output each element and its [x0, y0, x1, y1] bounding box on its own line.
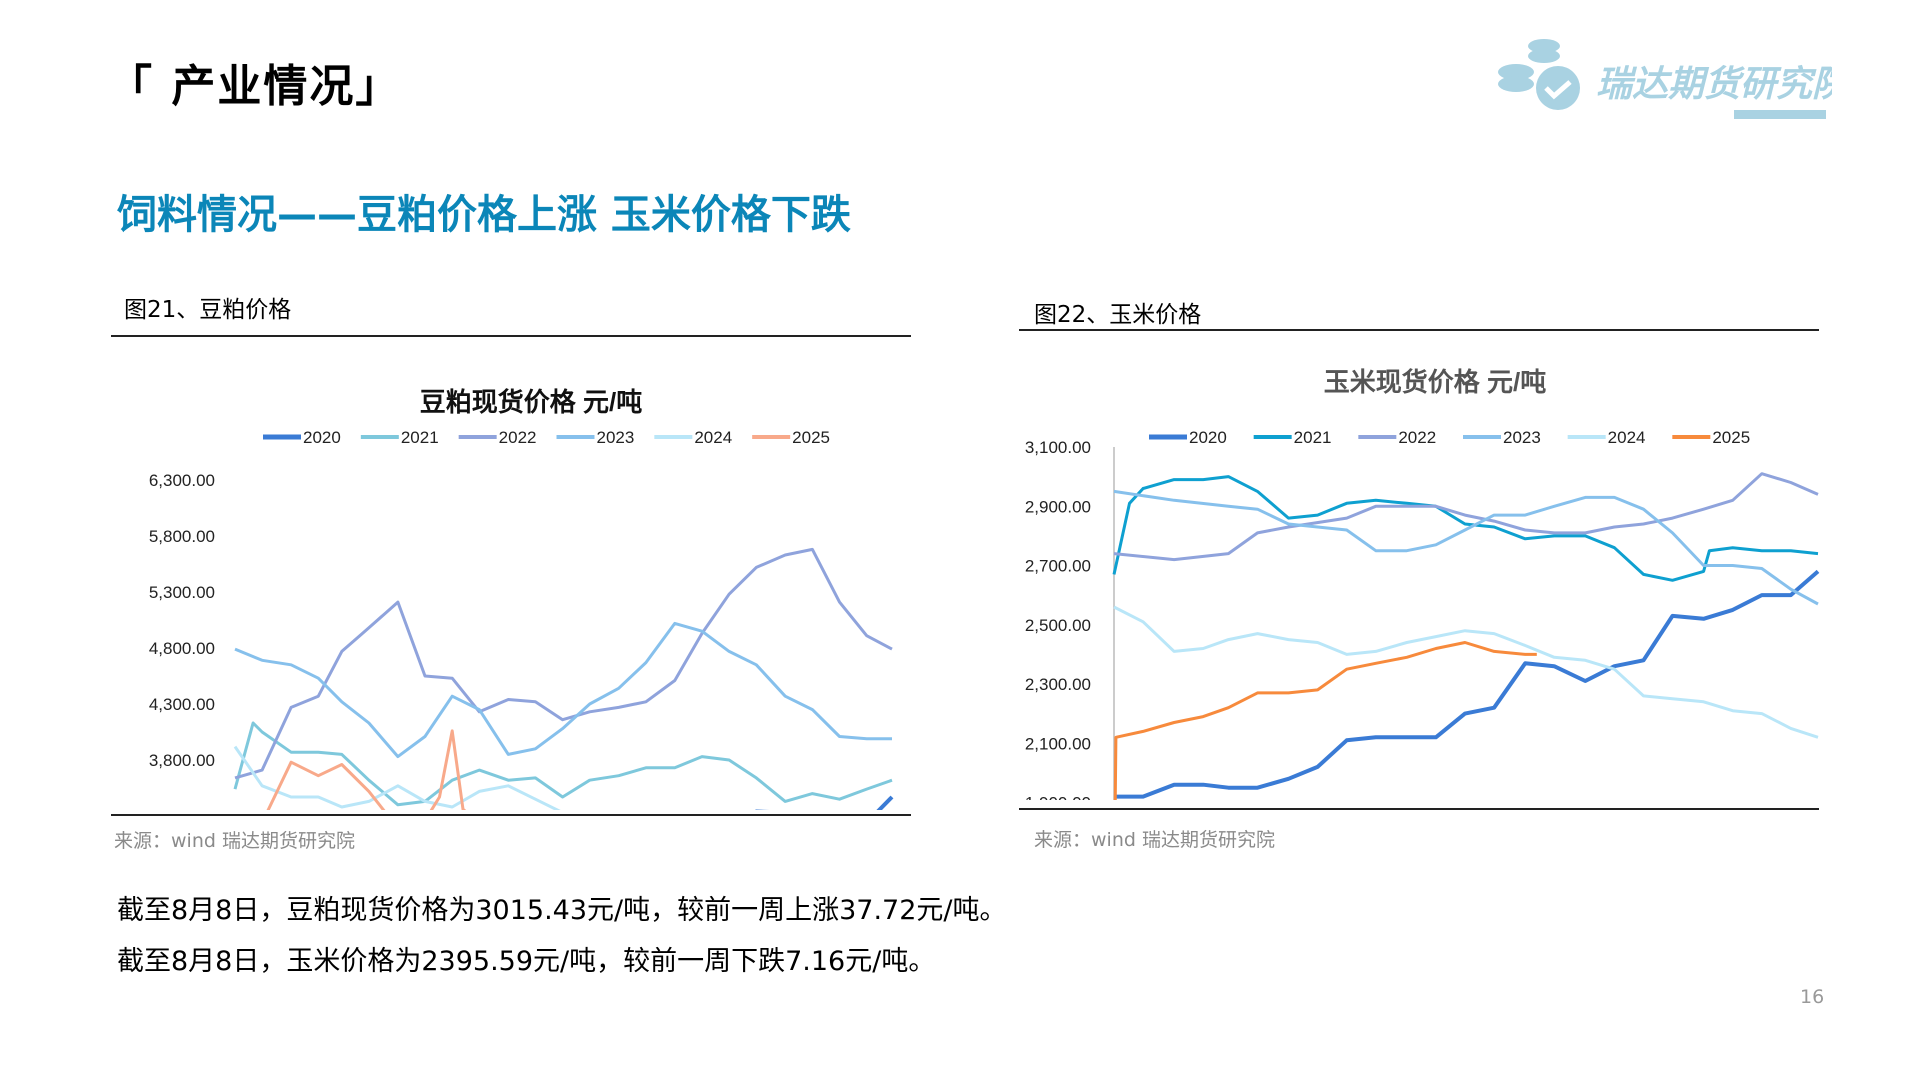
y-tick-label: 2,100.00	[1025, 734, 1091, 753]
figure-21-source: 来源：wind 瑞达期货研究院	[114, 830, 355, 852]
legend-label-2022: 2022	[499, 428, 537, 447]
legend-label-2021: 2021	[1294, 428, 1332, 447]
series-line-2023	[234, 621, 892, 759]
legend-label-2021: 2021	[401, 428, 439, 447]
y-tick-label: 3,300.00	[149, 807, 215, 810]
corn-price-chart: 玉米现货价格 元/吨 3,100.00 2,900.00 2,700.00 2,500.…	[1025, 367, 1820, 801]
figure-21-top-rule	[111, 335, 911, 337]
y-tick-label: 5,800.00	[149, 527, 215, 546]
corn-summary-text: 截至8月8日，玉米价格为2395.59元/吨，较前一周下跌7.16元/吨。	[117, 946, 936, 977]
legend-label-2024: 2024	[694, 428, 732, 447]
series-line-2021	[233, 721, 893, 807]
y-tick-label: 3,100.00	[1025, 438, 1091, 457]
company-logo: 瑞达期货研究院	[1496, 36, 1854, 122]
series-line-2024	[1113, 605, 1819, 739]
series-line-2022	[234, 547, 893, 780]
series-line-2024	[233, 745, 561, 810]
figure-22-source: 来源：wind 瑞达期货研究院	[1034, 829, 1275, 851]
series-line-2020	[1114, 569, 1820, 799]
y-tick-label: 2,900.00	[1025, 497, 1091, 516]
figure-22-top-rule	[1019, 329, 1819, 331]
figure-22-label: 图22、玉米价格	[1034, 302, 1202, 328]
figure-21-label: 图21、豆粕价格	[124, 297, 292, 323]
logo-coins-icon: 瑞达期货研究院	[1498, 39, 1854, 119]
chart-title: 玉米现货价格 元/吨	[1324, 367, 1546, 397]
figure-21-bottom-rule	[111, 814, 911, 816]
legend-label-2020: 2020	[1189, 428, 1227, 447]
series-line-2025	[266, 729, 467, 810]
logo-text: 瑞达期货研究院	[1596, 63, 1832, 104]
y-tick-label: 5,300.00	[149, 583, 215, 602]
figure-22-bottom-rule	[1019, 808, 1819, 810]
series-line-2021	[1112, 475, 1819, 582]
y-tick-label: 1,900.00	[1025, 794, 1091, 801]
series-line-2025	[1113, 641, 1537, 800]
y-tick-label: 3,800.00	[149, 751, 215, 770]
legend-label-2020: 2020	[303, 428, 341, 447]
chart-title: 豆粕现货价格 元/吨	[420, 387, 642, 417]
series-line-2023	[1113, 489, 1819, 606]
section-title: 「 产业情况」	[108, 61, 402, 112]
soymeal-summary-text: 截至8月8日，豆粕现货价格为3015.43元/吨，较前一周上涨37.72元/吨。	[117, 895, 1007, 926]
y-tick-label: 2,500.00	[1025, 616, 1091, 635]
legend-label-2023: 2023	[597, 428, 635, 447]
slide-subtitle: 饲料情况——豆粕价格上涨 玉米价格下跌	[117, 192, 851, 238]
page-number: 16	[1800, 986, 1825, 1008]
legend-label-2025: 2025	[1712, 428, 1750, 447]
y-tick-label: 6,300.00	[149, 471, 215, 490]
legend-label-2022: 2022	[1398, 428, 1436, 447]
series-line-2022	[1113, 472, 1819, 562]
legend-label-2023: 2023	[1503, 428, 1541, 447]
legend-label-2024: 2024	[1608, 428, 1646, 447]
soymeal-price-chart: 豆粕现货价格 元/吨 6,300.00 5,800.00 5,300.00 4,800.…	[149, 387, 894, 810]
y-tick-label: 4,800.00	[149, 639, 215, 658]
y-tick-label: 2,300.00	[1025, 675, 1091, 694]
y-tick-label: 4,300.00	[149, 695, 215, 714]
y-tick-label: 2,700.00	[1025, 557, 1091, 576]
legend-label-2025: 2025	[792, 428, 830, 447]
